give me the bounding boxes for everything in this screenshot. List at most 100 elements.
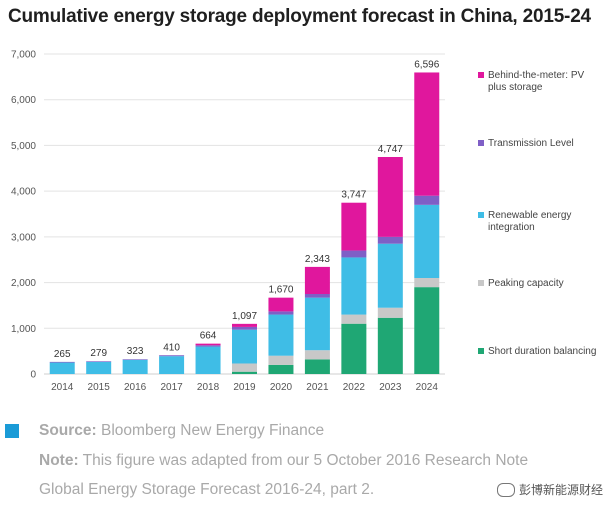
bar-segment bbox=[232, 326, 257, 330]
legend-label-line: Behind-the-meter: PV bbox=[488, 70, 584, 81]
bar-segment bbox=[159, 356, 185, 374]
source-accent-square bbox=[5, 424, 19, 438]
note-line-2: Global Energy Storage Forecast 2016-24, … bbox=[39, 481, 375, 498]
bar-total-label: 279 bbox=[90, 348, 107, 359]
legend-label: Renewable energy integration bbox=[488, 210, 571, 233]
bar-total-label: 1,670 bbox=[268, 285, 293, 296]
chart-title: Cumulative energy storage deployment for… bbox=[8, 6, 591, 27]
bar-segment bbox=[304, 297, 330, 351]
y-tick-label: 0 bbox=[30, 370, 36, 381]
bar-segment bbox=[304, 350, 330, 360]
wechat-icon bbox=[496, 482, 515, 497]
bar-segment bbox=[232, 371, 257, 374]
x-tick-label: 2015 bbox=[88, 382, 111, 393]
bar-segment bbox=[377, 156, 403, 237]
legend-swatch bbox=[478, 348, 484, 354]
bar-segment bbox=[341, 314, 367, 324]
legend-label-line: Peaking capacity bbox=[488, 278, 564, 289]
legend-label: Behind-the-meter: PV plus storage bbox=[488, 70, 584, 93]
y-tick-label: 2,000 bbox=[11, 278, 36, 289]
x-tick-label: 2019 bbox=[233, 382, 256, 393]
bar-segment bbox=[341, 202, 367, 251]
bar-total-label: 2,343 bbox=[305, 254, 330, 265]
bar-segment bbox=[341, 250, 367, 258]
stacked-bar-chart: 0 1,000 2,000 3,000 4,000 5,000 6,000 7,000 265 2… bbox=[11, 50, 596, 394]
bar-segment bbox=[304, 294, 330, 298]
bar-total-label: 323 bbox=[127, 346, 144, 357]
source-text: Bloomberg New Energy Finance bbox=[96, 422, 325, 439]
bar-segment bbox=[377, 307, 403, 318]
legend-label: Transmission Level bbox=[488, 138, 574, 149]
x-tick-label: 2023 bbox=[379, 382, 402, 393]
y-tick-label: 1,000 bbox=[11, 324, 36, 335]
legend-label-line: Renewable energy bbox=[488, 210, 571, 221]
x-tick-label: 2024 bbox=[416, 382, 439, 393]
legend-swatch bbox=[478, 72, 484, 78]
bar-total-label: 664 bbox=[200, 331, 217, 342]
legend-swatch bbox=[478, 280, 484, 286]
bar-segment bbox=[195, 346, 221, 374]
note-text: This figure was adapted from our 5 Octob… bbox=[78, 452, 529, 469]
bar-total-label: 3,747 bbox=[341, 190, 366, 201]
bar-segment bbox=[377, 236, 403, 244]
bar-total-label: 6,596 bbox=[414, 59, 439, 70]
x-tick-label: 2016 bbox=[124, 382, 147, 393]
legend-label-line: Transmission Level bbox=[488, 138, 574, 149]
chart-footer: Source: Bloomberg New Energy Finance Not… bbox=[0, 418, 613, 506]
x-tick-label: 2017 bbox=[160, 382, 183, 393]
source-line: Source: Bloomberg New Energy Finance bbox=[39, 422, 324, 440]
bar-segment bbox=[49, 362, 75, 374]
watermark: 彭博新能源财经 bbox=[496, 481, 603, 498]
bar-segment bbox=[268, 311, 294, 315]
legend-swatch bbox=[478, 212, 484, 218]
bar-segment bbox=[122, 359, 148, 374]
y-tick-label: 5,000 bbox=[11, 141, 36, 152]
legend-label-line: plus storage bbox=[488, 82, 543, 93]
note-label: Note: bbox=[39, 452, 79, 469]
bar-segment bbox=[195, 345, 221, 347]
y-tick-label: 3,000 bbox=[11, 232, 36, 243]
bar-segment bbox=[268, 297, 294, 312]
x-tick-label: 2014 bbox=[51, 382, 74, 393]
bar-segment bbox=[377, 317, 403, 374]
bar-segment bbox=[414, 278, 440, 288]
legend-label-line: integration bbox=[488, 222, 535, 233]
legend-swatch bbox=[478, 140, 484, 146]
bar-segment bbox=[232, 329, 257, 364]
legend-label-line: Short duration balancing bbox=[488, 346, 596, 357]
bar-segment bbox=[304, 266, 330, 294]
y-tick-label: 6,000 bbox=[11, 95, 36, 106]
bar-total-label: 1,097 bbox=[232, 311, 257, 322]
bar-segment bbox=[341, 323, 367, 374]
bar-segment bbox=[122, 359, 148, 360]
bar-segment bbox=[195, 343, 221, 346]
bar-segment bbox=[268, 355, 294, 365]
x-tick-label: 2022 bbox=[343, 382, 366, 393]
bar-segment bbox=[86, 361, 112, 362]
y-tick-label: 4,000 bbox=[11, 187, 36, 198]
note-line: Note: This figure was adapted from our 5… bbox=[39, 452, 528, 470]
bar-total-label: 4,747 bbox=[378, 144, 403, 155]
bar-segment bbox=[268, 364, 294, 374]
watermark-text: 彭博新能源财经 bbox=[518, 483, 603, 497]
bar-segment bbox=[232, 363, 257, 372]
source-label: Source: bbox=[39, 422, 97, 439]
bar-segment bbox=[49, 361, 75, 363]
x-tick-label: 2020 bbox=[270, 382, 293, 393]
bar-segment bbox=[414, 72, 440, 196]
bar-segment bbox=[414, 195, 440, 205]
bar-total-label: 265 bbox=[54, 349, 71, 360]
bar-segment bbox=[304, 359, 330, 374]
y-tick-label: 7,000 bbox=[11, 50, 36, 61]
bar-total-label: 410 bbox=[163, 342, 180, 353]
bar-segment bbox=[86, 361, 112, 374]
bar-segment bbox=[377, 243, 403, 308]
bar-segment bbox=[414, 204, 440, 278]
legend-label: Short duration balancing bbox=[488, 346, 596, 357]
bar-segment bbox=[159, 355, 185, 357]
bar-segment bbox=[341, 257, 367, 315]
legend-label: Peaking capacity bbox=[488, 278, 564, 289]
x-tick-label: 2018 bbox=[197, 382, 220, 393]
x-tick-label: 2021 bbox=[306, 382, 329, 393]
bar-segment bbox=[232, 323, 257, 327]
